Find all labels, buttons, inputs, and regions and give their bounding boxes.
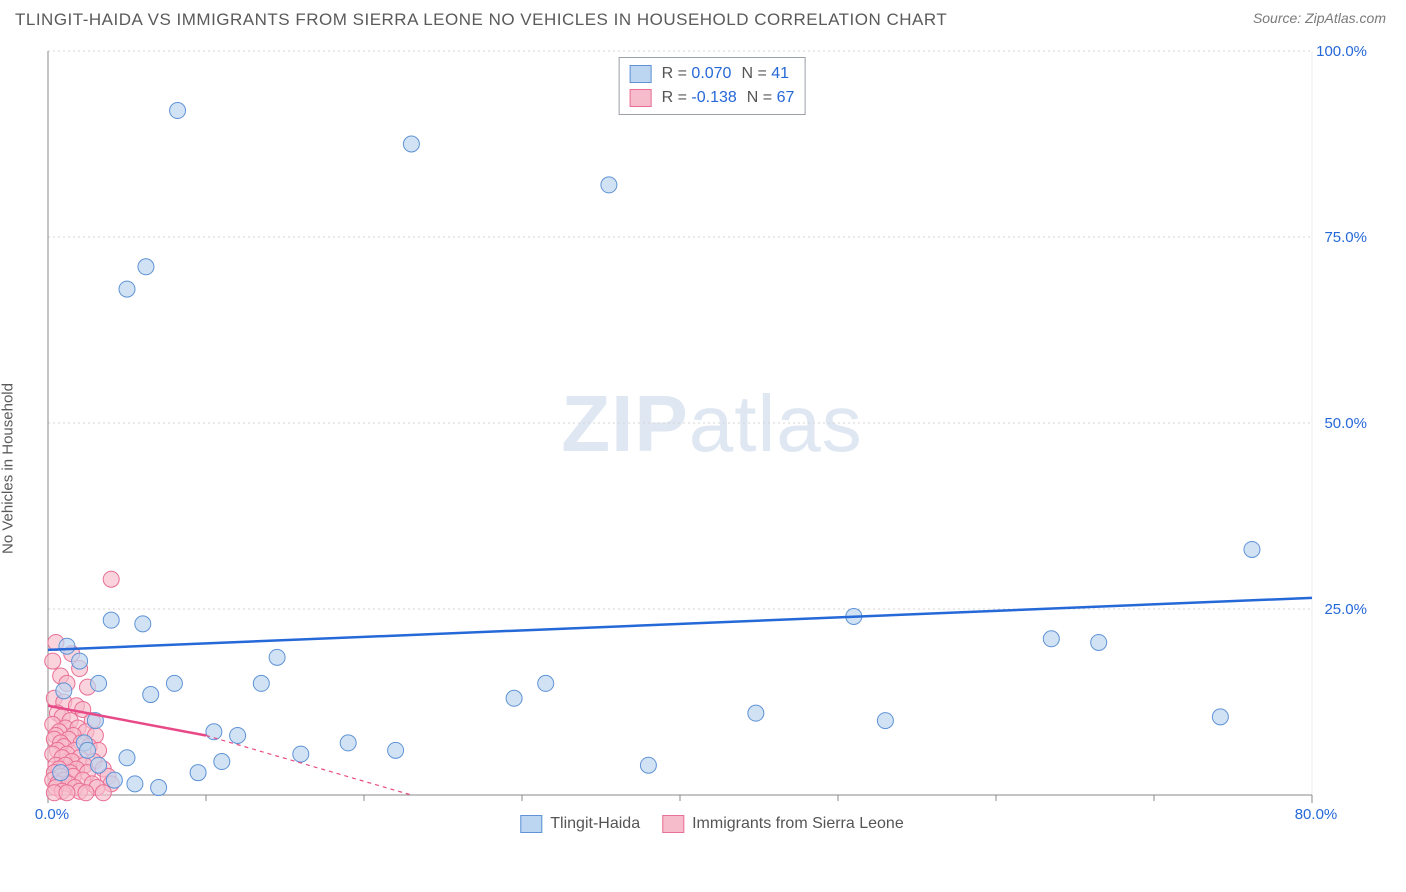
legend-label-blue: Tlingit-Haida xyxy=(550,815,640,833)
r-label: R = xyxy=(662,65,687,82)
svg-text:0.0%: 0.0% xyxy=(35,806,69,823)
stats-row-pink: R = -0.138 N = 67 xyxy=(630,86,795,110)
r-value-blue: 0.070 xyxy=(691,65,731,82)
chart-source: Source: ZipAtlas.com xyxy=(1253,10,1386,26)
stats-row-blue: R = 0.070 N = 41 xyxy=(630,62,795,86)
chart-title: TLINGIT-HAIDA VS IMMIGRANTS FROM SIERRA … xyxy=(15,10,947,30)
n-value-blue: 41 xyxy=(771,65,789,82)
stats-legend: R = 0.070 N = 41 R = -0.138 N = 67 xyxy=(619,57,806,115)
svg-text:80.0%: 80.0% xyxy=(1295,806,1338,823)
plot-area: ZIPatlas 25.0%50.0%75.0%100.0%0.0%80.0% … xyxy=(42,45,1382,835)
n-value-pink: 67 xyxy=(777,89,795,106)
n-label-2: N = xyxy=(747,89,772,106)
swatch-pink xyxy=(630,89,652,107)
swatch-blue xyxy=(630,65,652,83)
chart-container: No Vehicles in Household ZIPatlas 25.0%5… xyxy=(0,35,1406,885)
n-label: N = xyxy=(741,65,766,82)
legend-swatch-pink xyxy=(662,815,684,833)
legend-item-blue: Tlingit-Haida xyxy=(520,815,640,833)
series-legend: Tlingit-Haida Immigrants from Sierra Leo… xyxy=(520,815,903,833)
chart-header: TLINGIT-HAIDA VS IMMIGRANTS FROM SIERRA … xyxy=(0,0,1406,35)
svg-text:75.0%: 75.0% xyxy=(1324,229,1367,246)
plot-svg: 25.0%50.0%75.0%100.0%0.0%80.0% xyxy=(42,45,1382,835)
legend-swatch-blue xyxy=(520,815,542,833)
r-label-2: R = xyxy=(662,89,687,106)
legend-item-pink: Immigrants from Sierra Leone xyxy=(662,815,904,833)
r-value-pink: -0.138 xyxy=(691,89,736,106)
y-axis-label: No Vehicles in Household xyxy=(0,383,17,554)
svg-text:25.0%: 25.0% xyxy=(1324,601,1367,618)
svg-text:50.0%: 50.0% xyxy=(1324,415,1367,432)
legend-label-pink: Immigrants from Sierra Leone xyxy=(692,815,904,833)
svg-text:100.0%: 100.0% xyxy=(1316,43,1367,60)
